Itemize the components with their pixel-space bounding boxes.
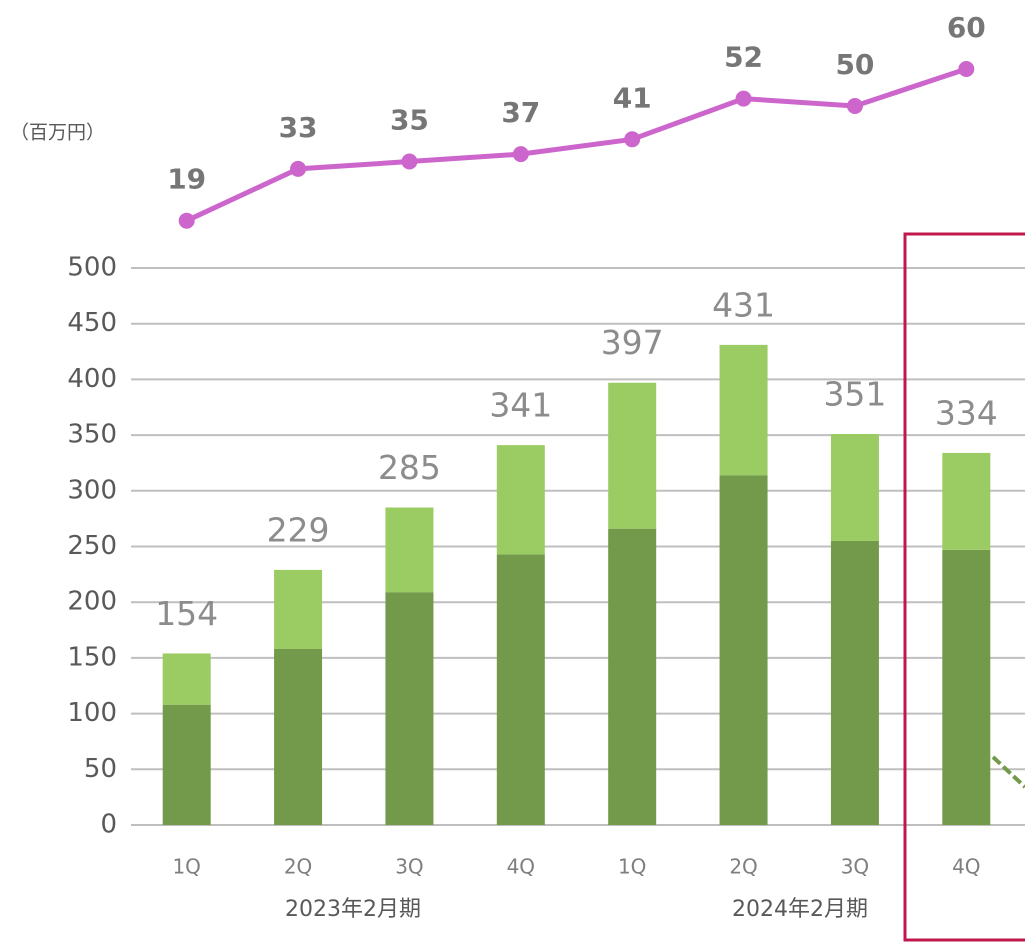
line-label: 19 xyxy=(167,163,206,196)
y-tick-label: 300 xyxy=(67,475,117,505)
bar-segment xyxy=(385,507,434,593)
y-tick-label: 100 xyxy=(67,698,117,728)
bar-segment xyxy=(719,344,768,476)
total-label: 431 xyxy=(712,285,775,324)
line-label: 60 xyxy=(947,11,986,44)
bar-segment xyxy=(830,433,879,541)
x-tick-label: 4Q xyxy=(507,855,535,879)
arrow-fragment xyxy=(991,755,1025,789)
total-label: 341 xyxy=(489,386,552,425)
bar-segment xyxy=(608,528,657,825)
unit-label: （百万円） xyxy=(10,122,105,144)
line-point xyxy=(958,61,975,77)
x-tick-label: 1Q xyxy=(618,855,646,879)
line-label: 50 xyxy=(835,48,874,81)
bar-segment xyxy=(942,452,991,550)
total-label: 397 xyxy=(601,323,664,362)
total-label: 351 xyxy=(823,374,886,413)
line-point xyxy=(290,160,307,177)
bar-segment xyxy=(719,475,768,825)
x-tick-label: 3Q xyxy=(395,855,423,879)
bar-segment xyxy=(274,648,323,825)
line-label: 37 xyxy=(501,96,540,129)
line-point xyxy=(624,131,641,148)
line-label: 33 xyxy=(279,111,318,144)
bar-segment xyxy=(496,554,545,825)
y-tick-label: 400 xyxy=(67,364,117,394)
bar-segment xyxy=(496,445,545,555)
group-label: 2023年2月期 xyxy=(285,897,421,922)
x-tick-label: 1Q xyxy=(172,855,200,879)
line-label: 41 xyxy=(613,81,652,114)
line xyxy=(185,66,968,223)
bar-segment xyxy=(608,382,657,529)
total-label: 154 xyxy=(155,594,218,633)
x-tick-label: 3Q xyxy=(841,855,869,879)
line-label: 35 xyxy=(390,104,429,137)
group-label: 2024年2月期 xyxy=(732,897,868,922)
y-tick-label: 200 xyxy=(67,587,117,617)
bar-segment xyxy=(385,592,434,825)
line-point xyxy=(512,146,529,163)
y-tick-label: 500 xyxy=(67,253,117,283)
line-point xyxy=(178,212,195,229)
y-tick-label: 0 xyxy=(100,810,117,840)
y-tick-label: 450 xyxy=(67,308,117,338)
line-point xyxy=(401,153,418,170)
y-tick-label: 150 xyxy=(67,642,117,672)
line-point xyxy=(846,98,863,114)
bar-segment xyxy=(942,549,991,825)
x-tick-label: 2Q xyxy=(729,855,757,879)
x-tick-label: 2Q xyxy=(284,855,312,879)
y-tick-label: 250 xyxy=(67,531,117,561)
x-tick-label: 4Q xyxy=(952,855,980,879)
bar-segment xyxy=(162,653,211,705)
y-tick-label: 50 xyxy=(84,754,117,784)
y-tick-label: 350 xyxy=(67,420,117,450)
line-point xyxy=(735,90,752,107)
total-label: 229 xyxy=(267,510,330,549)
total-label: 285 xyxy=(378,448,441,487)
bar-segment xyxy=(830,540,879,825)
line-label: 52 xyxy=(724,41,763,74)
bar-segment xyxy=(162,704,211,825)
highlight-box xyxy=(903,232,1025,942)
bar-segment xyxy=(274,569,323,649)
total-label: 334 xyxy=(935,393,998,432)
